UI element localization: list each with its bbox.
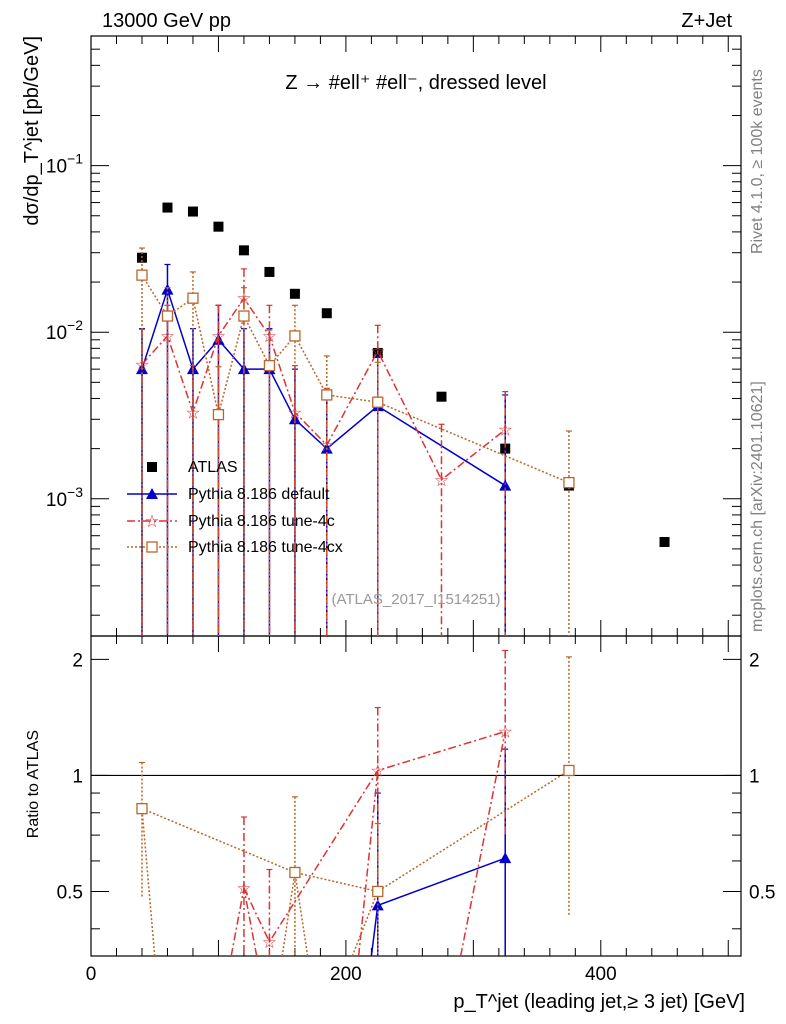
atlas-data-point [213,221,224,232]
tune4cx-marker [136,802,148,815]
tune4cx-line-segment [141,808,156,957]
legend-marker-atlas [147,462,157,472]
tune4c-marker: ☆ [211,327,226,346]
atlas-data-point [659,537,670,548]
tune4cx-marker [187,292,199,304]
default-marker [499,479,512,491]
header-right: Z+Jet [681,10,732,32]
tune4cx-line-segment [294,872,309,957]
y-tick-label: 10−2 [46,317,83,344]
atlas-data-point [436,391,447,402]
tune4c-marker: ☆ [434,471,449,490]
default-line [377,857,506,907]
tune4c-marker: ☆ [370,761,385,780]
ratio-y-tick-label-right: 1 [749,766,760,787]
y-tick-label: 10−1 [46,151,83,178]
tune4cx-marker [563,764,575,777]
tune4c-line [243,730,506,944]
tune4cx-marker [289,866,301,879]
tune4c-line-segment [230,887,245,957]
legend-label-atlas: ATLAS [188,459,238,476]
legend-label-tune4c: Pythia 8.186 tune-4c [188,513,335,530]
x-tick-label: 400 [585,964,617,985]
tune4cx-marker [372,885,384,898]
ratio-y-tick-label-right: 0.5 [749,882,775,903]
atlas-data-point [289,288,300,299]
ratio-y-tick-label: 1 [72,766,83,787]
ratio-y-tick-label: 2 [72,650,83,671]
tune4c-marker: ☆ [262,933,277,952]
default-marker [499,852,512,864]
rivet-label: Rivet 4.1.0, ≥ 100k events [749,69,766,254]
tune4cx-marker [321,389,333,401]
tune4cx-marker [161,310,174,322]
legend-label-tune4cx: Pythia 8.186 tune-4cx [188,539,343,556]
tune4c-marker: ☆ [287,403,302,422]
default-line-segment [370,905,379,957]
tune4cx-marker [563,476,575,489]
tune4cx-line [141,274,570,484]
tune4c-marker: ☆ [236,879,251,898]
tune4cx-marker [372,396,384,408]
legend-label-default: Pythia 8.186 default [188,486,330,503]
ratio-y-tick-label-right: 2 [749,650,760,671]
ratio-series: ☆ ☆ ☆ ☆ [136,649,575,957]
plot-title: Z → #ell⁺ #ell⁻, dressed level [285,72,546,94]
atlas-data-point [187,206,198,217]
legend-marker-tune4c: ☆ [144,512,159,531]
tune4cx-line-segment [281,872,296,957]
y-tick-label: 10−3 [46,484,83,511]
tune4c-marker: ☆ [262,327,277,346]
main-series: ☆☆☆☆☆☆☆☆☆☆☆ [134,202,670,636]
atlas-data-point [321,308,332,319]
x-axis-label: p_T^jet (leading jet,≥ 3 jet) [GeV] [453,991,745,1013]
tune4cx-marker [136,269,148,281]
lower-y-label: Ratio to ATLAS [25,730,42,838]
atlas-data-point [162,202,173,213]
ratio-axes: 0.5 0.5 1 1 2 2 0 200 400 [57,636,775,985]
ratio-panel-frame [90,635,742,957]
legend-marker-default [146,488,158,499]
tune4cx-marker [263,359,276,372]
tune4c-marker: ☆ [370,342,385,361]
main-axes: 10−3 10−2 10−1 [46,36,741,636]
tune4cx-marker [289,330,301,342]
legend-marker-tune4cx [146,541,158,553]
header-left: 13000 GeV pp [102,10,231,32]
tune4c-line-segment [357,770,379,957]
tune4cx-line-segment [351,891,379,957]
tune4c-line-segment [243,887,258,957]
upper-y-label: dσ/dp_T^jet [pb/GeV] [21,36,43,226]
tune4c-marker: ☆ [498,421,513,440]
analysis-tag: (ATLAS_2017_I1514251) [331,591,500,608]
tune4c-line-segment [459,731,506,957]
atlas-data-point [264,266,275,277]
tune4cx-marker [238,310,250,322]
atlas-data-point [238,245,249,256]
x-tick-label: 0 [86,964,97,985]
tune4cx-marker [212,408,225,421]
legend: ATLAS Pythia 8.186 default ☆ Pythia 8.18… [127,459,343,556]
x-tick-label: 200 [330,964,362,985]
mcplots-label: mcplots.cern.ch [arXiv:2401.10621] [749,381,766,632]
default-line [141,287,506,487]
tune4c-marker: ☆ [498,723,513,742]
tune4cx-line [141,769,570,893]
ratio-y-tick-label: 0.5 [57,882,83,903]
tune4c-marker: ☆ [236,289,251,308]
